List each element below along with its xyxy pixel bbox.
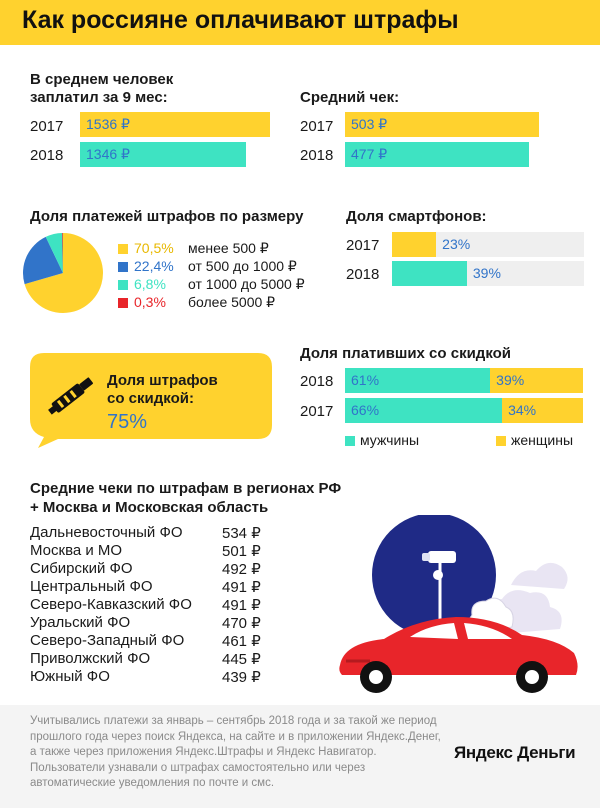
smartphones-year-2017: 2017 xyxy=(346,237,380,254)
region-name: Южный ФО xyxy=(30,668,110,685)
region-value: 445 ₽ xyxy=(222,651,261,668)
discount-gender-year-2017: 2017 xyxy=(300,403,334,420)
car-window-front xyxy=(410,623,458,639)
fuel-nozzle-icon xyxy=(48,377,93,415)
legend-swatch-over-5000 xyxy=(118,298,128,308)
legend-label-men: мужчины xyxy=(360,432,420,448)
smartphones-title: Доля смартфонов: xyxy=(346,208,487,225)
discount-bar-men-2017: 66% xyxy=(345,398,503,423)
avg-paid-year-2018: 2018 xyxy=(30,147,64,164)
region-value: 470 ₽ xyxy=(222,615,261,632)
header-band xyxy=(0,0,600,45)
region-value: 461 ₽ xyxy=(222,633,261,650)
region-name: Северо-Западный ФО xyxy=(30,632,185,649)
pie-slice xyxy=(22,236,63,285)
avg-paid-year-2017: 2017 xyxy=(30,118,64,135)
smartphones-bar-2017 xyxy=(392,232,437,257)
discount-label-men-2017: 66% xyxy=(351,402,380,418)
discount-bar-men-2018: 61% xyxy=(345,368,491,393)
discount-bar-women-2018: 39% xyxy=(490,368,583,393)
discount-label-women-2018: 39% xyxy=(496,372,525,388)
discount-label-women-2017: 34% xyxy=(508,402,537,418)
legend-pct-under-500: 70,5% xyxy=(134,240,174,256)
size-share-pie xyxy=(22,233,104,313)
discount-callout-value: 75% xyxy=(107,411,148,433)
discount-gender-title: Доля плативших со скидкой xyxy=(300,345,512,362)
avg-check-bar-label-2017: 503 ₽ xyxy=(351,116,388,132)
car-camera-illustration xyxy=(339,515,578,693)
avg-check-title: Средний чек: xyxy=(300,89,400,106)
region-value: 491 ₽ xyxy=(222,597,261,614)
legend-cat-1000-5000: от 1000 до 5000 ₽ xyxy=(188,276,305,292)
avg-check-bar-label-2018: 477 ₽ xyxy=(351,146,388,162)
discount-gender-year-2018: 2018 xyxy=(300,373,334,390)
pie-slice xyxy=(24,233,104,313)
regions-title-line1: Средние чеки по штрафам в регионах РФ xyxy=(30,480,342,497)
avg-paid-title: В среднем человек заплатил за 9 мес: xyxy=(30,71,174,106)
discount-callout-line1: Доля штрафов xyxy=(107,372,218,389)
size-share-title: Доля платежей штрафов по размеру xyxy=(30,208,304,225)
region-name: Уральский ФО xyxy=(30,614,131,631)
region-value: 492 ₽ xyxy=(222,561,261,578)
discount-callout-text: Доля штрафов со скидкой: xyxy=(107,372,218,408)
legend-swatch-under-500 xyxy=(118,244,128,254)
region-name: Москва и МО xyxy=(30,542,123,559)
avg-check-year-2018: 2018 xyxy=(300,147,334,164)
region-value: 534 ₽ xyxy=(222,525,261,542)
smartphones-year-2018: 2018 xyxy=(346,266,380,283)
footnote-text: Учитывались платежи за январь – сентябрь… xyxy=(30,715,441,789)
legend-swatch-women xyxy=(496,436,506,446)
discount-callout-bubble xyxy=(30,353,272,448)
pie-slice xyxy=(45,233,63,273)
legend-cat-under-500: менее 500 ₽ xyxy=(188,240,269,256)
avg-paid-bar-label-2018: 1346 ₽ xyxy=(86,146,130,162)
camera-mount xyxy=(433,570,443,580)
regions-title-line2: + Москва и Московская область xyxy=(30,499,269,516)
discount-label-men-2018: 61% xyxy=(351,372,380,388)
regions-title: Средние чеки по штрафам в регионах РФ + … xyxy=(30,479,341,517)
avg-paid-bar-2018: 1346 ₽ xyxy=(80,142,247,167)
legend-cat-500-1000: от 500 до 1000 ₽ xyxy=(188,258,297,274)
legend-label-women: женщины xyxy=(511,432,574,448)
discount-bar-women-2017: 34% xyxy=(502,398,583,423)
smartphones-bar-2018 xyxy=(392,261,467,286)
page-title: Как россияне оплачивают штрафы xyxy=(22,6,459,34)
legend-swatch-500-1000 xyxy=(118,262,128,272)
legend-cat-over-5000: более 5000 ₽ xyxy=(188,294,276,310)
avg-check-year-2017: 2017 xyxy=(300,118,334,135)
region-name: Центральный ФО xyxy=(30,578,153,595)
region-name: Северо-Кавказский ФО xyxy=(30,596,192,613)
camera-lens-hood xyxy=(422,553,430,561)
discount-callout-line2: со скидкой: xyxy=(107,390,194,407)
region-name: Дальневосточный ФО xyxy=(30,524,183,541)
camera-body xyxy=(428,551,456,563)
avg-paid-bar-label-2017: 1536 ₽ xyxy=(86,116,130,132)
avg-check-bar-2017: 503 ₽ xyxy=(345,112,539,137)
region-value: 501 ₽ xyxy=(222,543,261,560)
legend-swatch-men xyxy=(345,436,355,446)
avg-check-bar-2018: 477 ₽ xyxy=(345,142,529,167)
footer-background xyxy=(0,705,600,808)
region-name: Приволжский ФО xyxy=(30,650,151,667)
region-name: Сибирский ФО xyxy=(30,560,133,577)
car-window-rear xyxy=(464,623,512,639)
legend-pct-500-1000: 22,4% xyxy=(134,258,174,274)
region-value: 439 ₽ xyxy=(222,669,261,686)
legend-pct-1000-5000: 6,8% xyxy=(134,276,166,292)
smartphones-label-2018: 39% xyxy=(472,265,501,281)
legend-pct-over-5000: 0,3% xyxy=(134,294,166,310)
yandex-money-logo: Яндекс Деньги xyxy=(454,743,576,762)
car-body xyxy=(339,617,578,675)
legend-swatch-1000-5000 xyxy=(118,280,128,290)
pie-slice xyxy=(62,233,63,273)
cloud-small xyxy=(511,562,568,589)
avg-paid-bar-2017: 1536 ₽ xyxy=(80,112,270,137)
region-value: 491 ₽ xyxy=(222,579,261,596)
size-share-legend: 70,5% менее 500 ₽ 22,4% от 500 до 1000 ₽… xyxy=(118,240,318,312)
smartphones-label-2017: 23% xyxy=(442,236,471,252)
